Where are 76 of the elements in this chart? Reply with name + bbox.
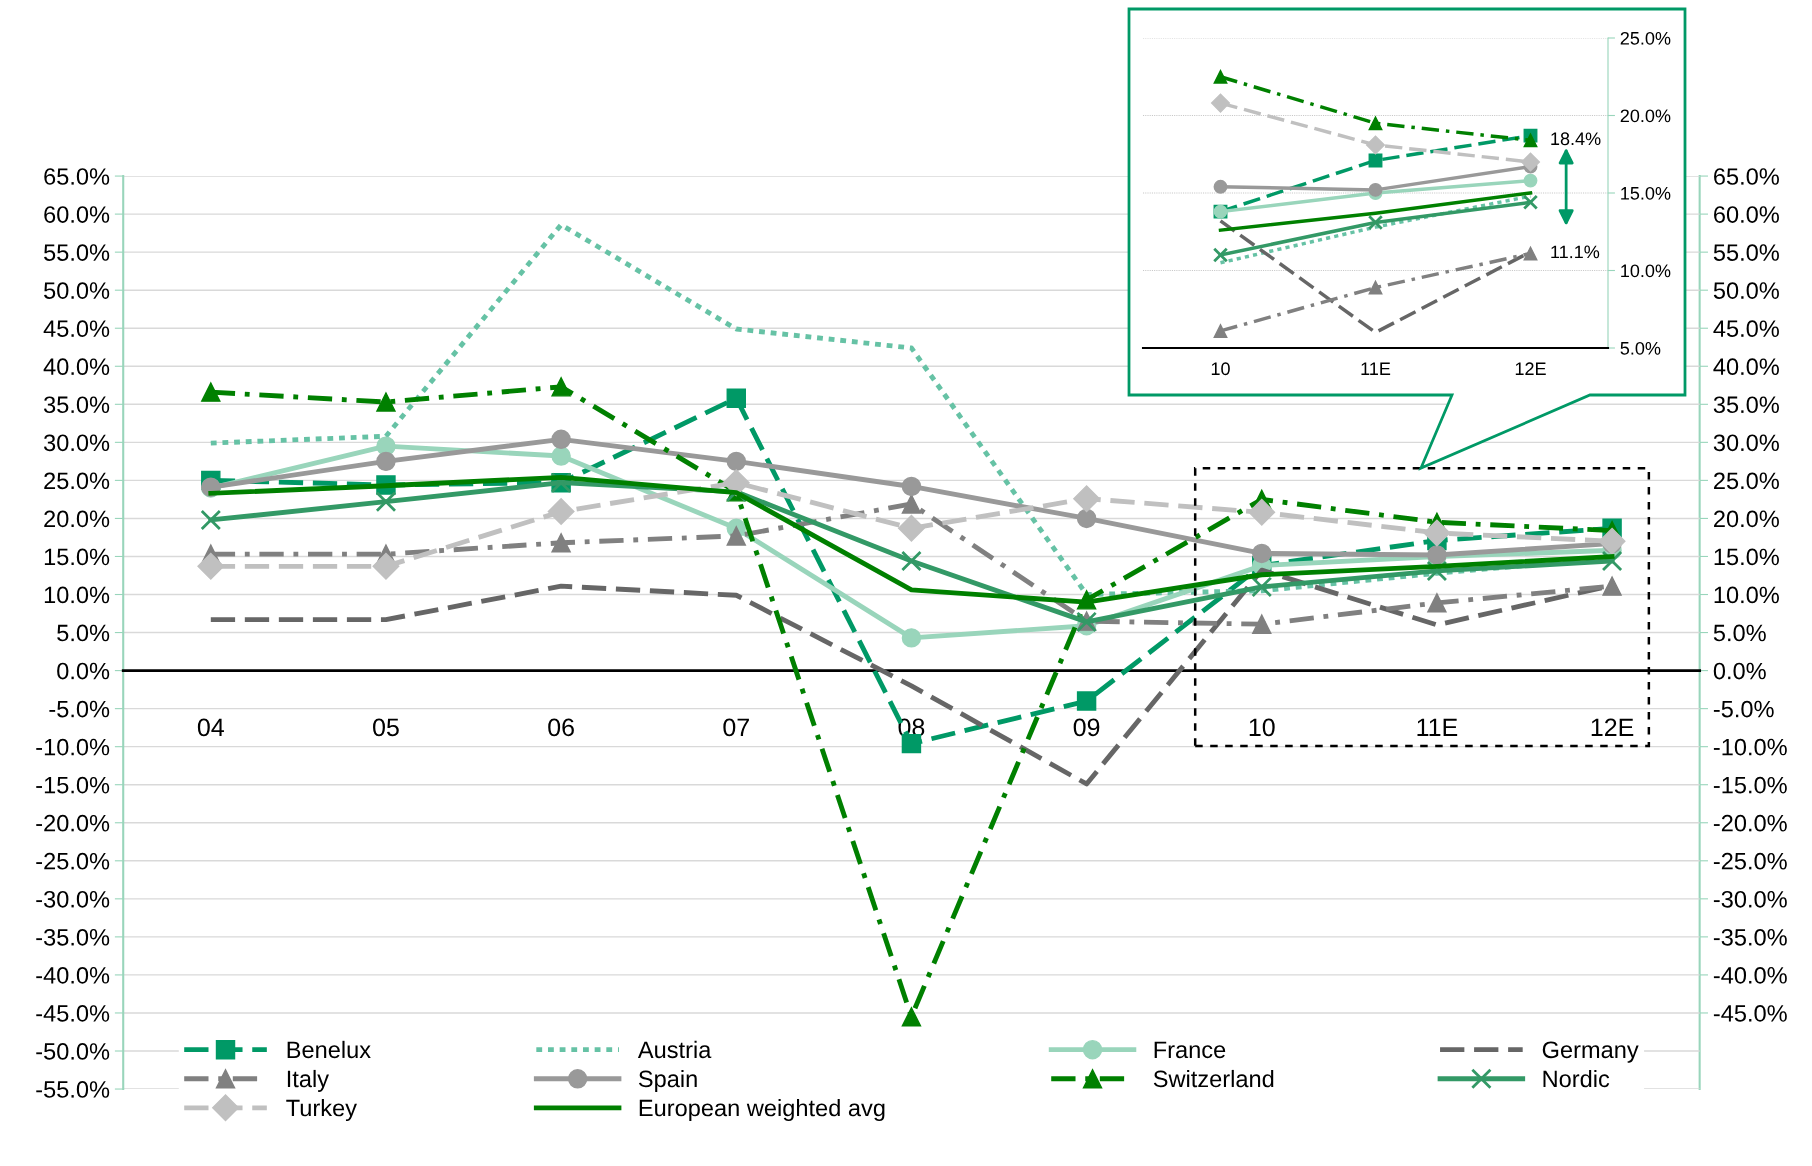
y-tick-label: 15.0% bbox=[44, 548, 110, 566]
legend-label: Benelux bbox=[287, 1040, 371, 1059]
x-tick-label: 06 bbox=[548, 718, 574, 737]
legend-label: Turkey bbox=[286, 1099, 357, 1122]
annotation: 11.1% bbox=[1551, 245, 1600, 259]
y2-tick-label: -5.0% bbox=[1713, 700, 1774, 718]
y-tick-label: 15.0% bbox=[1621, 186, 1671, 200]
x-tick-label: 07 bbox=[723, 718, 749, 737]
y2-tick-label: -15.0% bbox=[1713, 776, 1787, 794]
y-tick-label: 40.0% bbox=[43, 358, 110, 376]
legend-label: Germany bbox=[1542, 1041, 1639, 1063]
y-tick-label: -45.0% bbox=[36, 1005, 110, 1022]
x-tick-label: 09 bbox=[1073, 718, 1100, 737]
y-tick-label: -10.0% bbox=[36, 738, 110, 756]
x-tick-label: 10 bbox=[1211, 362, 1230, 376]
y-tick-label: -5.0% bbox=[49, 700, 110, 718]
y2-tick-label: 45.0% bbox=[1713, 320, 1779, 338]
y2-tick-label: 35.0% bbox=[1713, 396, 1779, 414]
y-tick-label: 25.0% bbox=[44, 472, 110, 490]
y2-tick-label: 0.0% bbox=[1713, 662, 1766, 680]
y-tick-label: 55.0% bbox=[44, 244, 110, 261]
y-tick-label: 20.0% bbox=[1620, 109, 1671, 123]
y2-tick-label: 40.0% bbox=[1713, 358, 1779, 376]
x-tick-label: 11E bbox=[1417, 718, 1458, 736]
x-tick-label: 12E bbox=[1591, 718, 1634, 736]
y2-tick-label: -25.0% bbox=[1713, 852, 1787, 870]
y2-tick-label: -30.0% bbox=[1713, 890, 1787, 908]
legend-label: France bbox=[1154, 1041, 1226, 1059]
y2-tick-label: 15.0% bbox=[1714, 548, 1779, 566]
legend-label: Spain bbox=[638, 1069, 697, 1092]
y-tick-label: -50.0% bbox=[36, 1043, 110, 1060]
legend-label: Switzerland bbox=[1153, 1069, 1274, 1088]
y-tick-label: 10.0% bbox=[1621, 264, 1671, 278]
y-tick-label: 5.0% bbox=[57, 624, 110, 642]
y2-tick-label: 5.0% bbox=[1713, 624, 1766, 642]
y-tick-label: -40.0% bbox=[36, 966, 110, 984]
y-tick-label: 10.0% bbox=[44, 586, 110, 604]
annotation: 18.4% bbox=[1551, 132, 1601, 146]
y2-tick-label: -20.0% bbox=[1713, 814, 1787, 832]
y-tick-label: -20.0% bbox=[36, 814, 110, 832]
x-tick-label: 05 bbox=[373, 718, 399, 737]
y-tick-label: -55.0% bbox=[36, 1081, 110, 1098]
y-tick-label: 50.0% bbox=[44, 282, 110, 299]
y2-tick-label: -45.0% bbox=[1713, 1005, 1787, 1022]
y2-tick-label: -35.0% bbox=[1713, 928, 1787, 946]
y-tick-label: 35.0% bbox=[43, 396, 110, 414]
x-tick-label: 04 bbox=[197, 718, 224, 737]
y-tick-label: 60.0% bbox=[44, 206, 110, 223]
y-tick-label: 25.0% bbox=[1620, 31, 1671, 45]
y2-tick-label: 10.0% bbox=[1714, 586, 1779, 604]
x-tick-label: 11E bbox=[1361, 362, 1391, 375]
y-tick-label: -25.0% bbox=[36, 852, 110, 870]
y2-tick-label: 65.0% bbox=[1714, 168, 1779, 185]
y-tick-label: 20.0% bbox=[44, 510, 110, 528]
x-tick-label: 10 bbox=[1249, 718, 1275, 737]
y-tick-label: 5.0% bbox=[1620, 341, 1661, 355]
y2-tick-label: 60.0% bbox=[1714, 206, 1779, 223]
legend-label: Italy bbox=[287, 1069, 329, 1092]
x-tick-label: 12E bbox=[1515, 362, 1546, 375]
y2-tick-label: -10.0% bbox=[1713, 738, 1787, 756]
y-tick-label: 30.0% bbox=[43, 434, 110, 452]
legend-label: European weighted avg bbox=[639, 1099, 885, 1122]
y-tick-label: 65.0% bbox=[44, 168, 110, 185]
y-tick-label: 45.0% bbox=[43, 320, 110, 338]
y2-tick-label: 30.0% bbox=[1713, 434, 1779, 452]
y-tick-label: -30.0% bbox=[36, 890, 110, 908]
legend-label: Austria bbox=[637, 1040, 712, 1059]
y2-tick-label: 20.0% bbox=[1714, 510, 1779, 528]
legend-label: Nordic bbox=[1543, 1069, 1610, 1088]
y-tick-label: -15.0% bbox=[36, 776, 110, 794]
y2-tick-label: -40.0% bbox=[1713, 966, 1787, 984]
y-tick-label: 0.0% bbox=[57, 662, 110, 680]
y2-tick-label: 50.0% bbox=[1713, 282, 1779, 299]
y-tick-label: -35.0% bbox=[36, 928, 110, 946]
y2-tick-label: 25.0% bbox=[1714, 472, 1779, 490]
y2-tick-label: 55.0% bbox=[1713, 244, 1779, 261]
